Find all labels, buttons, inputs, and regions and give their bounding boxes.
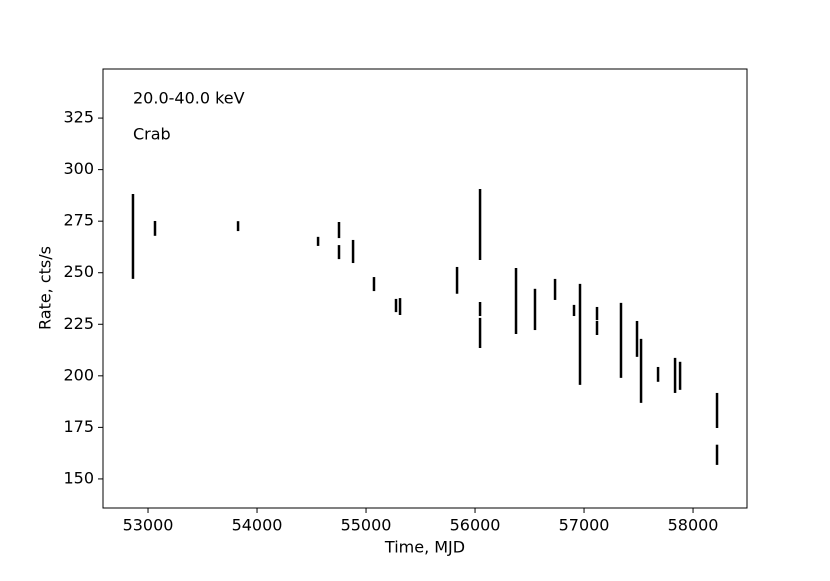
x-tick-label: 53000: [123, 516, 174, 535]
y-tick-label: 200: [63, 365, 94, 384]
y-tick-label: 275: [63, 211, 94, 230]
x-tick-label: 58000: [668, 516, 719, 535]
annotation: 20.0-40.0 keV: [133, 89, 245, 108]
x-tick-label: 55000: [341, 516, 392, 535]
plot-frame: [102, 68, 748, 509]
x-tick-label: 54000: [232, 516, 283, 535]
y-tick-label: 175: [63, 417, 94, 436]
x-tick-label: 57000: [559, 516, 610, 535]
y-tick-label: 225: [63, 314, 94, 333]
y-tick-label: 150: [63, 468, 94, 487]
y-axis-label: Rate, cts/s: [36, 246, 55, 330]
x-tick-label: 56000: [450, 516, 501, 535]
y-tick-label: 250: [63, 262, 94, 281]
y-tick-label: 300: [63, 159, 94, 178]
x-axis-label: Time, MJD: [384, 538, 465, 557]
annotation: Crab: [133, 125, 171, 144]
y-tick-label: 325: [63, 108, 94, 127]
